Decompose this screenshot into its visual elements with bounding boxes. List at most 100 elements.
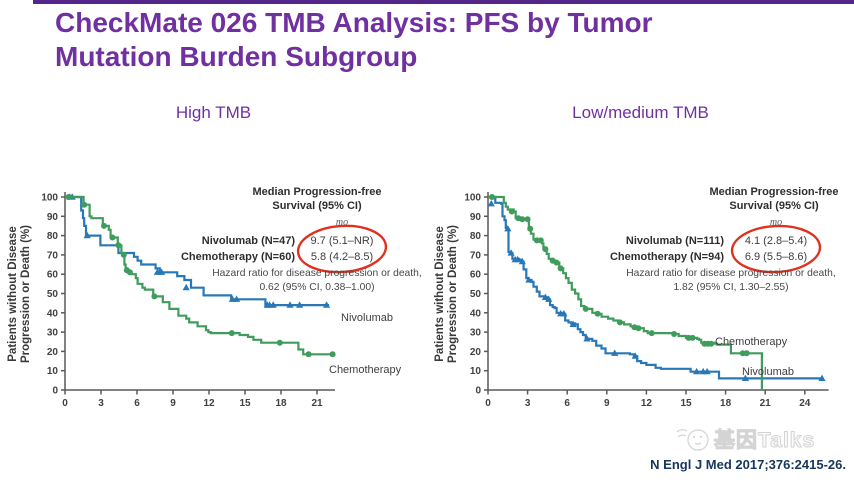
legend-title-line2: Survival (95% CI) (729, 200, 819, 212)
censor-mark-triangle (296, 301, 304, 308)
censor-mark-circle (617, 319, 623, 326)
censor-mark-circle (101, 222, 107, 229)
censor-mark-triangle (518, 257, 526, 265)
censor-mark-circle (120, 251, 127, 258)
legend-row-chemotherapy-label: Chemotherapy (N=60) (181, 251, 295, 263)
censor-mark-circle (81, 201, 88, 208)
y-tick-label: 20 (470, 347, 482, 358)
top-accent-bar (33, 0, 854, 4)
censor-mark-circle (65, 194, 72, 200)
legend-row-chemotherapy-value: 5.8 (4.2–8.5) (311, 251, 373, 263)
gene-talks-logo-icon (676, 429, 709, 451)
axes: 0 10 20 30 40 50 60 70 80 90 100 0 3 6 9 12 15 18 21 24 (464, 192, 829, 409)
censor-mark-circle (671, 331, 678, 337)
hazard-ratio-line2: 0.62 (95% CI, 0.38–1.00) (259, 282, 374, 293)
x-tick-label: 6 (564, 398, 570, 409)
subtitle-low-medium-tmb: Low/medium TMB (572, 103, 709, 122)
chemotherapy-curve (488, 195, 763, 390)
legend-row-chemotherapy-label: Chemotherapy (N=94) (610, 251, 724, 263)
y-axis-label-line1: Patients without Disease (7, 226, 19, 361)
x-tick-label: 6 (134, 398, 140, 409)
censor-mark-circle (508, 208, 515, 215)
y-tick-label: 50 (47, 289, 59, 300)
censor-mark-triangle (818, 374, 826, 381)
censor-mark-triangle (504, 225, 512, 232)
censor-mark-triangle (83, 231, 91, 239)
x-tick-label: 15 (680, 398, 692, 409)
x-tick-label: 3 (98, 398, 104, 409)
censor-mark-triangle (233, 295, 241, 302)
x-tick-label: 0 (62, 398, 68, 409)
censor-mark-circle (689, 334, 696, 341)
curve-label-nivolumab: Nivolumab (742, 366, 794, 378)
y-tick-label: 90 (470, 212, 482, 223)
y-axis-label-line2: Progression or Death (%) (20, 225, 32, 363)
legend-row-chemotherapy-value: 6.9 (5.5–8.6) (745, 251, 807, 263)
censor-mark-triangle (182, 283, 190, 291)
censor-mark-triangle (569, 320, 577, 327)
watermark: 基因Talks (674, 424, 815, 454)
y-tick-label: 80 (47, 231, 59, 242)
curve-label-nivolumab: Nivolumab (341, 312, 393, 324)
censor-mark-circle (708, 340, 715, 347)
y-tick-label: 70 (47, 250, 59, 261)
hazard-ratio-line1: Hazard ratio for disease progression or … (626, 268, 835, 279)
y-tick-label: 0 (475, 386, 481, 397)
slide-title: CheckMate 026 TMB Analysis: PFS by Tumor… (55, 7, 653, 72)
censor-mark-circle (557, 265, 564, 272)
censor-mark-circle (126, 269, 133, 276)
censor-mark-circle (524, 216, 531, 223)
censor-mark-circle (151, 293, 158, 300)
legend-title-line1: Median Progression-free (710, 186, 839, 198)
nivolumab-curve (65, 195, 329, 307)
legend-unit: mo (336, 217, 348, 228)
watermark-text: 基因Talks (713, 429, 816, 453)
y-tick-label: 40 (470, 308, 482, 319)
y-tick-label: 20 (47, 347, 59, 358)
censor-mark-triangle (693, 367, 701, 375)
censor-mark-triangle (560, 310, 568, 317)
x-tick-label: 15 (239, 398, 251, 409)
censor-mark-circle (305, 351, 312, 358)
censor-mark-triangle (525, 276, 533, 283)
y-tick-label: 60 (47, 270, 59, 281)
y-tick-label: 60 (470, 270, 482, 281)
y-tick-label: 10 (47, 366, 59, 377)
censor-mark-triangle (269, 301, 277, 308)
legend-title-line1: Median Progression-free (253, 186, 382, 198)
legend-row-nivolumab-value: 4.1 (2.8–5.4) (745, 235, 807, 247)
censor-mark-circle (527, 225, 534, 232)
charts-row: 0 10 20 30 40 50 60 70 80 90 100 0 3 6 9 12 15 18 21 Patie… (0, 168, 854, 420)
x-tick-label: 21 (760, 398, 772, 409)
legend-unit: mo (770, 217, 782, 228)
median-highlight-ellipse (296, 224, 388, 274)
x-tick-label: 0 (485, 398, 491, 409)
censor-mark-triangle (611, 349, 619, 356)
legend-row-nivolumab-label: Nivolumab (N=111) (626, 235, 724, 247)
censor-mark-circle (542, 246, 549, 253)
censor-mark-circle (537, 237, 544, 244)
censor-mark-circle (594, 310, 601, 317)
y-tick-label: 40 (47, 308, 59, 319)
km-chart-high-tmb: 0 10 20 30 40 50 60 70 80 90 100 0 3 6 9 12 15 18 21 Patie… (7, 186, 422, 409)
x-tick-label: 12 (641, 398, 653, 409)
y-tick-label: 30 (470, 328, 482, 339)
censor-mark-triangle (507, 249, 515, 256)
legend-title-line2: Survival (95% CI) (272, 200, 362, 212)
y-tick-label: 80 (470, 231, 482, 242)
censor-mark-circle (582, 305, 589, 312)
censor-mark-circle (228, 330, 235, 337)
censor-mark-triangle (323, 301, 331, 308)
x-tick-label: 18 (275, 398, 287, 409)
y-tick-label: 90 (47, 212, 59, 223)
censor-mark-triangle (487, 200, 495, 207)
y-tick-label: 70 (470, 250, 482, 261)
hazard-ratio-line2: 1.82 (95% CI, 1.30–2.55) (673, 282, 788, 293)
subtitle-high-tmb: High TMB (175, 103, 252, 122)
y-axis-label-line1: Patients without Disease (434, 226, 446, 361)
y-tick-label: 10 (470, 366, 482, 377)
censor-mark-circle (635, 325, 642, 332)
chemotherapy-curve (65, 195, 333, 356)
y-tick-label: 100 (464, 193, 481, 204)
